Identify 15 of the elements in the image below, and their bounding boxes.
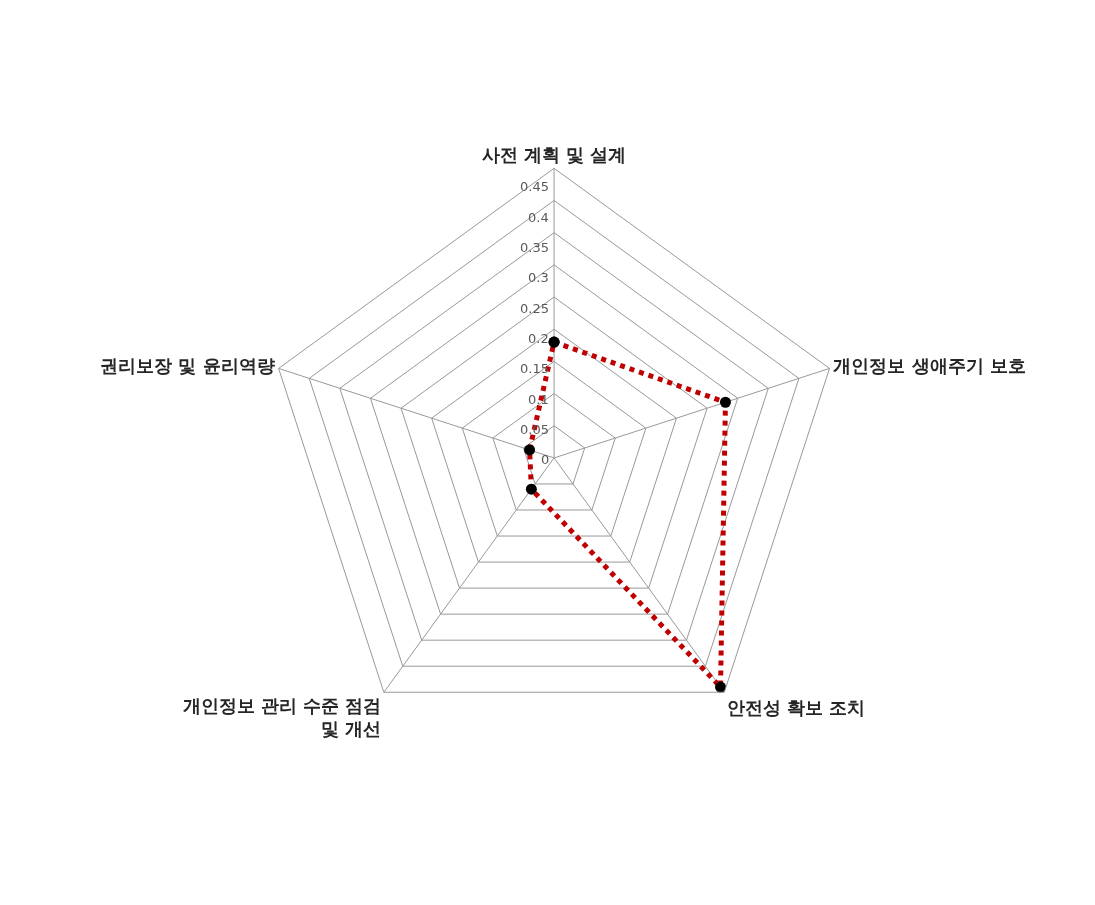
y-tick-label: 0.4 bbox=[528, 210, 549, 225]
spoke-label: 개인정보 생애주기 보호 bbox=[833, 355, 1026, 377]
y-tick-label: 0.25 bbox=[520, 301, 549, 316]
y-tick-label: 0.35 bbox=[520, 240, 549, 255]
spoke-label: 개인정보 관리 수준 점검 및 개선 bbox=[182, 694, 382, 739]
y-tick-label: 0.1 bbox=[528, 392, 549, 407]
y-tick-label: 0 bbox=[541, 452, 550, 467]
y-tick-label: 0.15 bbox=[520, 361, 549, 376]
y-tick-label: 0.2 bbox=[528, 331, 549, 346]
y-tick-label: 0.05 bbox=[520, 422, 549, 437]
y-tick-label: 0.3 bbox=[528, 270, 549, 285]
y-tick-label: 0.45 bbox=[520, 179, 549, 194]
spoke-label: 안전성 확보 조치 bbox=[726, 696, 866, 718]
spoke-label: 권리보장 및 윤리역량 bbox=[100, 355, 275, 377]
spoke-label: 사전 계획 및 설계 bbox=[481, 143, 627, 165]
